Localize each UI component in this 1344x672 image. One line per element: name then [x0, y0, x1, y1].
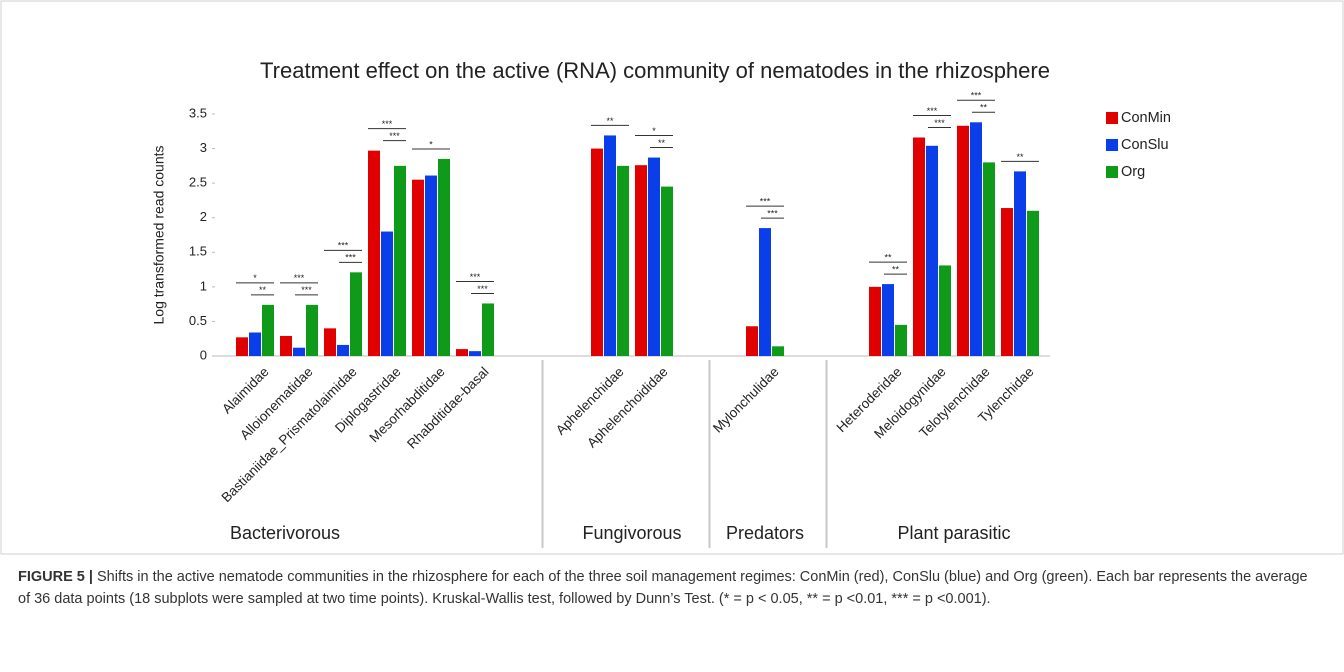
legend-swatch: [1106, 112, 1118, 124]
bar: [337, 344, 349, 356]
bar: [939, 265, 951, 356]
figure-caption: FIGURE 5 | Shifts in the active nematode…: [18, 566, 1318, 610]
bar: [1014, 171, 1026, 356]
bar: [970, 122, 982, 356]
group-label: Predators: [726, 523, 804, 543]
chart-title: Treatment effect on the active (RNA) com…: [260, 58, 1050, 83]
bar: [293, 347, 305, 356]
bar: [469, 351, 481, 356]
bar: [1001, 208, 1013, 356]
legend-label: ConSlu: [1121, 137, 1169, 153]
bar: [759, 228, 771, 356]
y-axis-label: Log transformed read counts: [151, 146, 167, 325]
x-tick-label: Mesorhabditidae: [366, 364, 447, 445]
y-tick-label: 3: [200, 140, 207, 155]
significance-label: **: [980, 103, 988, 113]
significance-label: *: [652, 126, 656, 136]
caption-text: Shifts in the active nematode communitie…: [18, 569, 1308, 607]
bar: [280, 335, 292, 356]
significance-label: ***: [338, 241, 349, 251]
bar: [456, 349, 468, 356]
group-label: Fungivorous: [582, 523, 681, 543]
bar: [869, 286, 881, 356]
chart: Treatment effect on the active (RNA) com…: [0, 0, 1344, 555]
group-label: Plant parasitic: [897, 523, 1010, 543]
x-tick-label: Aphelenchoididae: [584, 364, 671, 451]
bar: [591, 148, 603, 356]
significance-label: **: [1016, 152, 1024, 162]
caption-label: FIGURE 5 |: [18, 569, 93, 585]
bar: [324, 328, 336, 356]
significance-label: ***: [767, 208, 778, 218]
bar: [926, 145, 938, 356]
bar: [604, 135, 616, 356]
bar: [236, 337, 248, 356]
significance-label: ***: [477, 284, 488, 294]
significance-label: ***: [971, 91, 982, 101]
significance-label: **: [884, 252, 892, 262]
bar: [262, 304, 274, 356]
y-tick-label: 1.5: [189, 244, 207, 259]
y-tick-label: 2.5: [189, 175, 207, 190]
bar: [635, 165, 647, 356]
bar: [249, 332, 261, 356]
bar: [746, 326, 758, 356]
significance-label: **: [658, 138, 666, 148]
y-tick-label: 1: [200, 278, 207, 293]
legend-label: ConMin: [1121, 110, 1171, 126]
bar: [983, 162, 995, 356]
bar: [350, 272, 362, 356]
bar: [368, 150, 380, 356]
legend-label: Org: [1121, 164, 1145, 180]
legend-swatch: [1106, 139, 1118, 151]
bar: [482, 303, 494, 356]
bar: [425, 175, 437, 356]
figure-frame: [0, 0, 1344, 555]
significance-label: *: [429, 139, 433, 149]
bar: [394, 165, 406, 356]
bar: [913, 137, 925, 356]
significance-label: **: [892, 264, 900, 274]
significance-label: ***: [934, 118, 945, 128]
bar: [661, 186, 673, 356]
significance-label: ***: [470, 272, 481, 282]
y-tick-label: 2: [200, 209, 207, 224]
bar: [617, 165, 629, 356]
bar: [412, 179, 424, 356]
bar: [957, 125, 969, 356]
x-tick-label: Rhabditidae-basal: [404, 364, 492, 452]
group-label: Bacterivorous: [230, 523, 340, 543]
bar: [1027, 210, 1039, 356]
significance-label: ***: [382, 119, 393, 129]
bar: [895, 324, 907, 356]
significance-label: ***: [760, 196, 771, 206]
bar: [438, 158, 450, 356]
y-tick-label: 0: [200, 347, 207, 362]
bar: [772, 346, 784, 356]
y-tick-label: 0.5: [189, 313, 207, 328]
bar: [306, 304, 318, 356]
significance-label: ***: [294, 273, 305, 283]
y-tick-label: 3.5: [189, 105, 207, 120]
bar: [381, 231, 393, 356]
x-tick-label: Mylonchulidae: [710, 364, 782, 436]
legend-swatch: [1106, 166, 1118, 178]
significance-label: **: [259, 285, 267, 295]
significance-label: ***: [927, 106, 938, 116]
bar: [648, 157, 660, 356]
significance-label: *: [253, 273, 257, 283]
significance-label: ***: [345, 253, 356, 263]
significance-label: ***: [301, 285, 312, 295]
significance-label: ***: [389, 131, 400, 141]
significance-label: **: [606, 116, 614, 126]
bar: [882, 284, 894, 356]
